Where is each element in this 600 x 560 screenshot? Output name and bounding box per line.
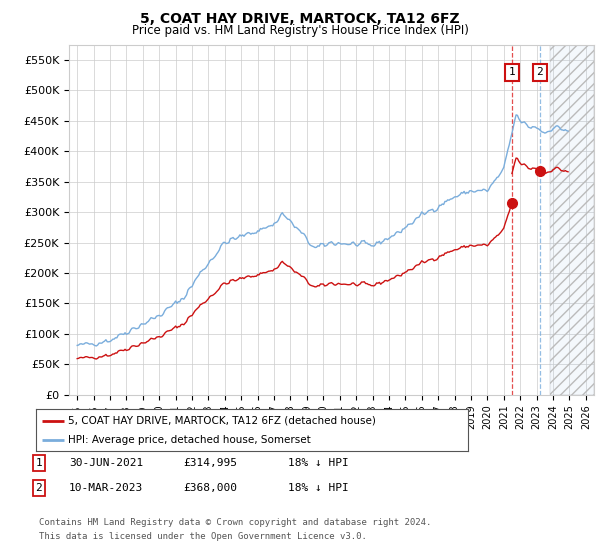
- Text: 10-MAR-2023: 10-MAR-2023: [69, 483, 143, 493]
- Text: 30-JUN-2021: 30-JUN-2021: [69, 458, 143, 468]
- Bar: [550, 45, 594, 395]
- Text: HPI: Average price, detached house, Somerset: HPI: Average price, detached house, Some…: [68, 435, 311, 445]
- Text: 18% ↓ HPI: 18% ↓ HPI: [288, 483, 349, 493]
- Text: 2: 2: [536, 67, 543, 77]
- Text: £314,995: £314,995: [183, 458, 237, 468]
- Text: 5, COAT HAY DRIVE, MARTOCK, TA12 6FZ: 5, COAT HAY DRIVE, MARTOCK, TA12 6FZ: [140, 12, 460, 26]
- Text: 18% ↓ HPI: 18% ↓ HPI: [288, 458, 349, 468]
- Bar: [550, 45, 594, 395]
- Text: £368,000: £368,000: [183, 483, 237, 493]
- Text: This data is licensed under the Open Government Licence v3.0.: This data is licensed under the Open Gov…: [39, 532, 367, 541]
- Text: Price paid vs. HM Land Registry's House Price Index (HPI): Price paid vs. HM Land Registry's House …: [131, 24, 469, 36]
- Text: 2: 2: [35, 483, 43, 493]
- Text: 1: 1: [509, 67, 515, 77]
- Text: 5, COAT HAY DRIVE, MARTOCK, TA12 6FZ (detached house): 5, COAT HAY DRIVE, MARTOCK, TA12 6FZ (de…: [68, 416, 376, 426]
- Text: 1: 1: [35, 458, 43, 468]
- Text: Contains HM Land Registry data © Crown copyright and database right 2024.: Contains HM Land Registry data © Crown c…: [39, 518, 431, 527]
